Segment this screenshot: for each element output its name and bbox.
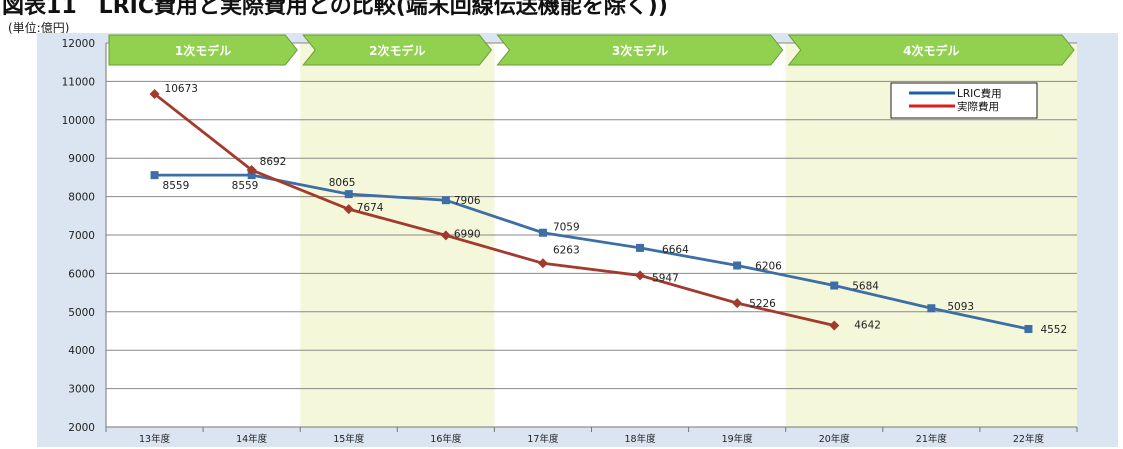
model-header-3	[496, 34, 784, 66]
lric-point	[247, 171, 256, 180]
lric-point	[1024, 325, 1033, 334]
actual-point	[635, 270, 646, 281]
data-label: 6990	[454, 228, 481, 240]
lric-point	[927, 304, 936, 313]
data-label: 5684	[852, 281, 879, 293]
model-header-label: 1次モデル	[175, 43, 231, 58]
y-tick-label: 12000	[62, 38, 95, 50]
y-tick-label: 5000	[68, 307, 95, 319]
y-tick-label: 2000	[68, 422, 95, 434]
model-header-label: 4次モデル	[903, 43, 959, 58]
x-tick-label: 22年度	[1013, 433, 1045, 445]
data-label: 5093	[947, 301, 974, 313]
data-label: 8692	[260, 156, 287, 168]
legend-box	[890, 82, 1038, 119]
y-tick-label: 6000	[68, 268, 95, 280]
x-tick-label: 18年度	[625, 433, 657, 445]
y-tick-label: 3000	[68, 384, 95, 396]
lric-point	[441, 196, 450, 205]
model-header-2	[302, 34, 493, 66]
model-header-label: 3次モデル	[612, 43, 668, 58]
lric-point	[733, 261, 742, 270]
x-tick-label: 21年度	[916, 433, 948, 445]
y-tick-label: 10000	[62, 115, 95, 127]
y-tick-label: 11000	[62, 76, 95, 88]
page-title: (図表11 LRIC費用と実際費用との比較(端末回線伝送機能を除く))	[0, 0, 668, 19]
unit-label: (単位:億円)	[8, 21, 70, 35]
data-label: 8559	[232, 180, 259, 192]
data-label: 5226	[749, 298, 776, 310]
legend-label: LRIC費用	[957, 87, 1002, 100]
y-tick-label: 8000	[68, 192, 95, 204]
data-label: 5947	[652, 272, 679, 284]
model-header-4	[787, 34, 1075, 66]
data-label: 4552	[1040, 324, 1067, 336]
data-label: 6206	[755, 260, 782, 272]
chart-container: 2000 3000 4000 5000 6000 7000 8000 9000 10000 110…	[37, 33, 1118, 447]
data-label: 7059	[553, 222, 580, 234]
legend-label: 実際費用	[957, 100, 999, 113]
data-label: 6263	[553, 244, 580, 256]
data-label: 6664	[662, 244, 689, 256]
lric-point	[636, 243, 645, 252]
actual-point	[537, 258, 548, 269]
chart-svg: 2000 3000 4000 5000 6000 7000 8000 9000 10000 110…	[62, 34, 1078, 445]
lric-point	[538, 228, 547, 237]
x-tick-label: 20年度	[819, 433, 851, 445]
x-tick-label: 14年度	[236, 433, 268, 445]
x-tick-label: 17年度	[527, 433, 559, 445]
x-tick-label: 16年度	[430, 433, 462, 445]
model-header-1	[108, 34, 298, 66]
actual-point	[343, 204, 354, 215]
y-tick-label: 4000	[68, 345, 95, 357]
data-label: 8559	[163, 180, 190, 192]
data-label: 8065	[329, 177, 356, 189]
data-label: 10673	[165, 83, 198, 95]
actual-point	[440, 230, 451, 241]
x-tick-label: 15年度	[333, 433, 365, 445]
data-label: 7674	[357, 202, 384, 214]
lric-point	[830, 281, 839, 290]
data-label: 4642	[854, 320, 881, 332]
lric-point	[344, 190, 353, 199]
series-line-lric	[154, 173, 1029, 331]
model-header-label: 2次モデル	[369, 43, 425, 58]
actual-point	[732, 298, 743, 309]
x-tick-label: 13年度	[139, 433, 171, 445]
series-line-actual	[153, 92, 835, 327]
actual-point	[246, 165, 257, 176]
data-label: 7906	[454, 195, 481, 207]
lric-point	[150, 171, 159, 180]
x-tick-label: 19年度	[722, 433, 754, 445]
actual-point	[829, 320, 840, 331]
actual-point	[149, 88, 160, 99]
y-tick-label: 7000	[68, 230, 95, 242]
y-tick-label: 9000	[68, 153, 95, 165]
